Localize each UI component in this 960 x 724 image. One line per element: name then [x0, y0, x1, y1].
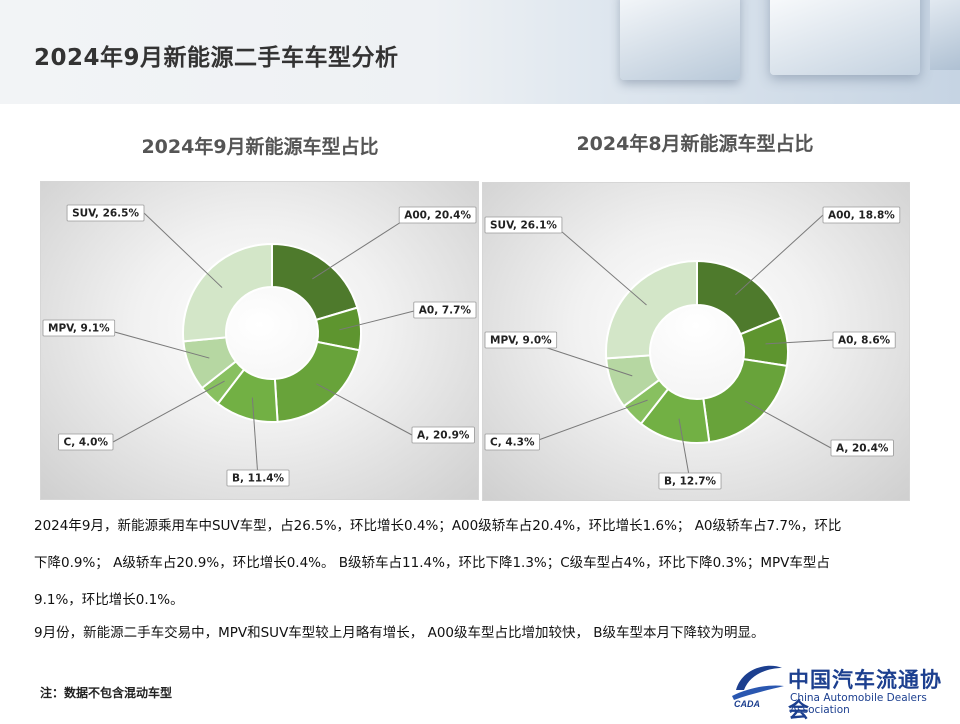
donut-chart-september-svg: A00, 20.4% A0, 7.7% A, 20.9% B, 11.4% C, 4.0…: [42, 204, 477, 487]
svg-text:A00, 18.8%: A00, 18.8%: [828, 210, 895, 222]
leader-line: [553, 224, 647, 306]
page-title: 2024年9月新能源二手车车型分析: [34, 45, 399, 71]
svg-text:MPV, 9.1%: MPV, 9.1%: [48, 323, 110, 335]
donut-slice-suv: [182, 242, 273, 343]
data-label-a00: A00, 20.4%: [398, 206, 477, 224]
svg-text:MPV, 9.0%: MPV, 9.0%: [490, 335, 552, 347]
decorative-cube: [620, 0, 740, 80]
svg-text:A, 20.9%: A, 20.9%: [417, 430, 470, 442]
leader-line: [143, 212, 223, 288]
leader-line: [745, 400, 832, 449]
donut-slice-a: [702, 358, 789, 444]
leader-line: [312, 214, 413, 280]
leader-line: [735, 214, 824, 296]
summary-paragraph-line-1: 2024年9月，新能源乘用车中SUV车型，占26.5%，环比增长0.4%；A00…: [34, 518, 842, 534]
svg-text:A0, 8.6%: A0, 8.6%: [838, 335, 891, 347]
chart-title-august: 2024年8月新能源车型占比: [576, 133, 814, 155]
data-label-a: A, 20.4%: [830, 439, 894, 457]
svg-text:C, 4.0%: C, 4.0%: [64, 437, 109, 449]
leader-line: [112, 380, 225, 443]
donut-slice-a00: [271, 242, 359, 322]
data-label-mpv: MPV, 9.1%: [42, 319, 116, 337]
leader-line: [339, 309, 419, 331]
svg-text:C, 4.3%: C, 4.3%: [490, 437, 535, 449]
data-label-a0: A0, 8.6%: [832, 331, 896, 349]
header-banner: 2024年9月新能源二手车车型分析: [0, 0, 960, 104]
summary-paragraph-line-2: 下降0.9%； A级轿车占20.9%，环比增长0.4%。 B级轿车占11.4%，…: [34, 555, 830, 571]
donut-slice-suv: [605, 259, 698, 360]
donut-chart-september: A00, 20.4% A0, 7.7% A, 20.9% B, 11.4% C, 4.0…: [40, 181, 479, 500]
data-label-suv: SUV, 26.1%: [484, 216, 563, 234]
decorative-cube: [930, 0, 960, 70]
data-label-a0: A0, 7.7%: [413, 301, 477, 319]
svg-text:A, 20.4%: A, 20.4%: [836, 443, 889, 455]
org-name: 中国汽车流通协会: [788, 667, 942, 722]
svg-text:SUV, 26.1%: SUV, 26.1%: [490, 220, 557, 232]
chart-title-september: 2024年9月新能源车型占比: [141, 136, 379, 158]
leader-line: [251, 397, 259, 479]
donut-slice-a: [273, 340, 361, 423]
leader-line: [532, 399, 648, 443]
svg-text:A00, 20.4%: A00, 20.4%: [404, 210, 471, 222]
data-label-c: C, 4.0%: [58, 433, 114, 451]
data-label-a00: A00, 18.8%: [822, 206, 901, 224]
svg-text:SUV, 26.5%: SUV, 26.5%: [72, 208, 139, 220]
summary-paragraph-line-4: 9月份，新能源二手车交易中，MPV和SUV车型较上月略有增长， A00级车型占比…: [34, 625, 765, 641]
logo-text: CADA: [734, 699, 760, 708]
leader-line: [316, 383, 413, 436]
data-label-mpv: MPV, 9.0%: [484, 331, 558, 349]
summary-paragraph-line-3: 9.1%，环比增长0.1%。: [34, 592, 184, 608]
svg-text:B, 12.7%: B, 12.7%: [664, 476, 717, 488]
org-name-english: China Automobile Dealers Association: [790, 692, 927, 716]
data-label-a: A, 20.9%: [411, 426, 475, 444]
data-label-b: B, 12.7%: [658, 472, 722, 490]
leader-line: [99, 327, 210, 359]
cada-logo: CADA: [732, 665, 784, 708]
svg-text:B, 11.4%: B, 11.4%: [232, 473, 285, 485]
footnote: 注：数据不包含混动车型: [40, 686, 173, 700]
decorative-cube: [770, 0, 920, 75]
donut-chart-august-svg: A00, 18.8% A0, 8.6% A, 20.4% B, 12.7% C, 4.3…: [484, 206, 901, 490]
data-label-b: B, 11.4%: [226, 469, 290, 487]
data-label-suv: SUV, 26.5%: [66, 204, 145, 222]
donut-chart-august: A00, 18.8% A0, 8.6% A, 20.4% B, 12.7% C, 4.3…: [482, 182, 910, 501]
svg-text:A0, 7.7%: A0, 7.7%: [419, 305, 472, 317]
data-label-c: C, 4.3%: [484, 433, 540, 451]
leader-line: [678, 418, 691, 482]
leader-line: [765, 339, 834, 345]
